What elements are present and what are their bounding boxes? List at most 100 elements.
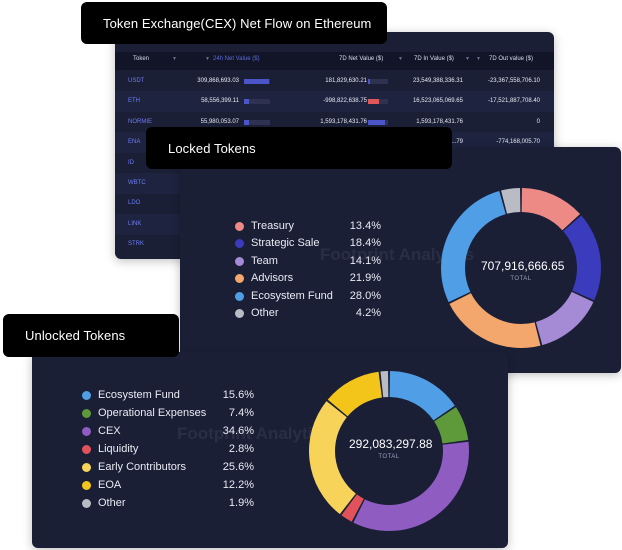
sort-icon[interactable]: ▼ <box>476 56 481 62</box>
legend-percentage: 21.9% <box>349 272 381 285</box>
token-cell[interactable]: NORMIE <box>128 118 152 125</box>
locked-tokens-card: Footprint Analytics Treasury 13.4% Strateg… <box>180 147 621 373</box>
column-header-token[interactable]: Token <box>133 56 150 62</box>
net7d-bar-fill <box>368 119 385 125</box>
donut-slice-advisors[interactable] <box>449 293 541 348</box>
net7d-bar <box>368 99 388 105</box>
legend-percentage: 34.6% <box>222 425 254 437</box>
donut-slice-other[interactable] <box>380 371 389 398</box>
legend-percentage: 7.4% <box>228 407 254 419</box>
legend-label[interactable]: Other <box>98 497 126 509</box>
unlocked-tokens-card: Footprint Analytics Ecosystem Fund 15.6% O… <box>32 352 508 548</box>
sort-icon[interactable]: ▼ <box>205 56 210 62</box>
token-cell[interactable]: LDO <box>128 200 141 207</box>
table-row[interactable]: LDO <box>115 193 554 214</box>
table-row[interactable]: NORMIE 55,980,053.07 1,593,178,431.76 1,593… <box>115 112 554 133</box>
net7d-cell: 1,593,178,431.76 <box>320 118 367 125</box>
legend-percentage: 12.2% <box>222 479 254 491</box>
donut-slice-eoa[interactable] <box>327 371 382 417</box>
net24-bar-fill <box>244 119 249 125</box>
legend-percentage: 4.2% <box>355 307 381 319</box>
in7d-cell: ...79 <box>451 139 463 146</box>
legend-dot <box>82 481 91 490</box>
column-header-7d-net-value[interactable]: 7D Net Value ($) <box>339 56 384 62</box>
unlocked-donut-chart <box>308 371 469 531</box>
net24-bar <box>244 79 270 84</box>
legend-label[interactable]: Team <box>251 254 278 267</box>
net7d-bar <box>368 119 388 125</box>
donut-slice-ecosystem-fund[interactable] <box>441 191 506 303</box>
token-cell[interactable]: STRK <box>128 241 145 248</box>
locked-tokens-title-tag: Locked Tokens <box>146 127 452 169</box>
legend-label[interactable]: Treasury <box>251 220 294 232</box>
legend-label[interactable]: EOA <box>98 479 122 491</box>
unlocked-total-label: TOTAL <box>378 454 400 460</box>
token-cell[interactable]: ID <box>128 159 134 166</box>
net24-bar <box>244 119 270 125</box>
locked-total-value: 707,916,666.65 <box>481 259 565 273</box>
table-row[interactable]: STRK <box>115 234 554 255</box>
legend-label[interactable]: Ecosystem Fund <box>251 289 333 302</box>
token-cell[interactable]: LINK <box>128 220 142 227</box>
watermark-text: Footprint Analytics <box>320 245 475 264</box>
legend-percentage: 28.0% <box>349 289 381 302</box>
net7d-bar-fill <box>368 99 379 105</box>
legend-label[interactable]: Other <box>251 307 279 319</box>
token-cell[interactable]: ETH <box>128 98 140 105</box>
in7d-cell: 16,523,065,069.65 <box>412 98 463 105</box>
sort-icon[interactable]: ▼ <box>172 56 177 62</box>
net24-cell: 58,556,399.11 <box>201 98 239 105</box>
legend-dot <box>235 222 244 231</box>
token-cell[interactable]: WBTC <box>128 180 146 186</box>
net7d-cell: 181,829,630.21 <box>325 78 367 84</box>
table-row[interactable]: ETH 58,556,399.11 -998,822,638.75 16,523,06… <box>115 91 554 113</box>
legend-percentage: 15.6% <box>222 389 254 401</box>
net7d-bar-fill <box>368 79 370 84</box>
legend-dot <box>82 499 91 508</box>
donut-slice-early-contributors[interactable] <box>308 401 356 515</box>
token-cell[interactable]: ENA <box>128 139 141 146</box>
legend-dot <box>82 445 91 454</box>
legend-label[interactable]: CEX <box>98 425 121 437</box>
legend-label[interactable]: Liquidity <box>98 443 139 455</box>
donut-slice-liquidity[interactable] <box>341 494 364 522</box>
sort-icon[interactable]: ▼ <box>465 56 470 62</box>
net24-bar <box>244 99 270 105</box>
legend-dot <box>82 463 91 472</box>
token-cell[interactable]: USDT <box>128 78 145 84</box>
legend-label[interactable]: Strategic Sale <box>251 237 320 250</box>
column-header-24h-net-value[interactable]: 24h Net Value ($) <box>213 56 260 62</box>
net24-cell: 309,868,693.03 <box>197 78 239 84</box>
column-header-7d-out-value[interactable]: 7D Out value ($) <box>489 56 534 62</box>
net7d-cell: -998,822,638.75 <box>323 98 367 105</box>
donut-slice-team[interactable] <box>535 291 594 346</box>
legend-label[interactable]: Operational Expenses <box>98 407 207 419</box>
table-row[interactable]: ID <box>115 153 554 174</box>
unlocked-total-value: 292,083,297.88 <box>349 437 433 451</box>
legend-dot <box>82 391 91 400</box>
net24-cell: 55,980,053.07 <box>200 118 239 125</box>
net-flow-title: Token Exchange(CEX) Net Flow on Ethereum <box>103 15 372 31</box>
donut-slice-other[interactable] <box>501 188 521 214</box>
out7d-cell: -17,521,887,708.40 <box>487 98 540 105</box>
net7d-bar <box>368 79 388 84</box>
legend-dot <box>82 409 91 418</box>
net24-bar-fill <box>244 99 250 105</box>
unlocked-tokens-title: Unlocked Tokens <box>25 328 126 343</box>
sort-icon[interactable]: ▼ <box>398 56 403 62</box>
legend-dot <box>235 274 244 284</box>
donut-slice-treasury[interactable] <box>521 188 581 231</box>
column-header-7d-in-value[interactable]: 7D In Value ($) <box>414 56 454 62</box>
legend-label[interactable]: Ecosystem Fund <box>98 389 180 401</box>
donut-slice-operational-expenses[interactable] <box>434 407 469 444</box>
legend-dot <box>235 309 244 318</box>
in7d-cell: 23,549,388,336.31 <box>412 78 463 84</box>
donut-slice-strategic-sale[interactable] <box>563 215 601 301</box>
legend-label[interactable]: Advisors <box>251 272 294 285</box>
net-flow-title-tag: Token Exchange(CEX) Net Flow on Ethereum <box>81 2 387 44</box>
donut-slice-ecosystem-fund[interactable] <box>389 371 455 421</box>
table-row[interactable]: USDT 309,868,693.03 181,829,630.21 23,549,3… <box>115 71 554 92</box>
legend-dot <box>235 239 244 249</box>
donut-slice-cex[interactable] <box>353 441 469 531</box>
legend-label[interactable]: Early Contributors <box>98 461 187 473</box>
